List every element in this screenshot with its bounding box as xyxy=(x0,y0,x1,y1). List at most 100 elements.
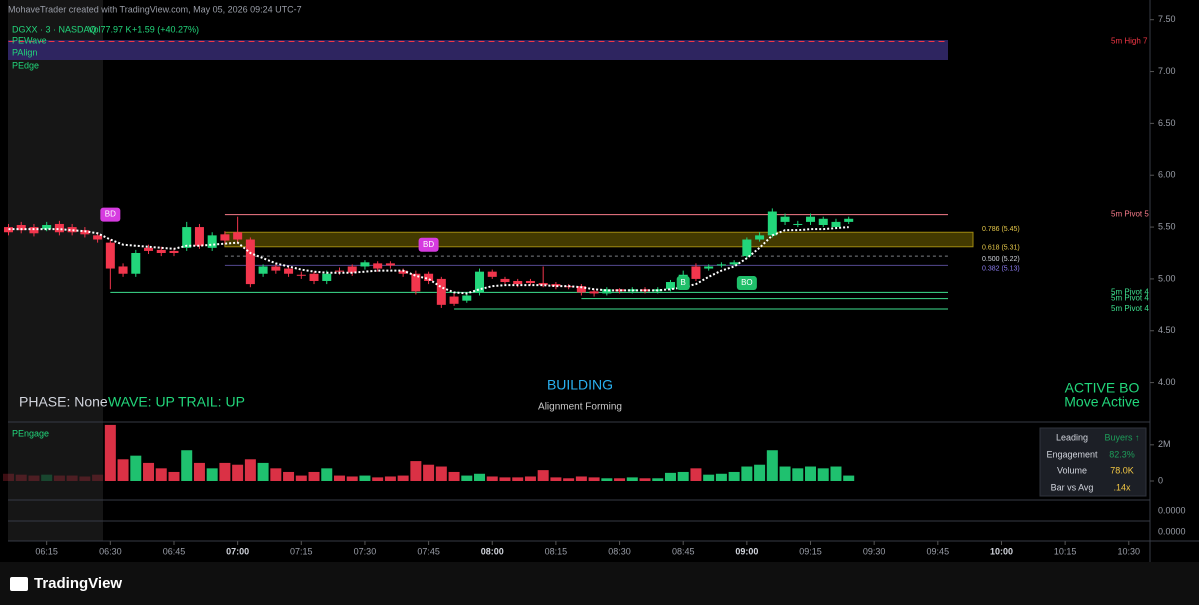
y2-tick-label: 2M xyxy=(1158,439,1171,449)
candle-body xyxy=(296,274,306,276)
volume-bar xyxy=(626,477,638,481)
info-table xyxy=(1039,427,1147,497)
x-tick-label: 06:30 xyxy=(99,546,122,556)
volume-bar xyxy=(130,455,142,481)
wave: WAVE: UP xyxy=(108,394,175,410)
signal-marker xyxy=(736,276,757,291)
volume-bar xyxy=(270,468,282,481)
candle-body xyxy=(755,235,765,240)
volume-bar xyxy=(28,475,40,481)
volume-bar xyxy=(104,424,116,481)
candle-body xyxy=(105,242,115,269)
candle-body xyxy=(398,270,408,274)
volume-bar xyxy=(283,471,295,481)
x-tick-label: 09:30 xyxy=(863,546,886,556)
candle-body xyxy=(169,250,179,253)
candle-body xyxy=(615,289,625,292)
candle-body xyxy=(233,232,243,240)
candle-body xyxy=(551,284,561,287)
candle-body xyxy=(42,224,52,230)
signal-marker xyxy=(676,276,690,291)
volume-bar xyxy=(168,471,180,481)
volume-bar xyxy=(257,462,269,481)
credit: MohaveTrader created with TradingView.co… xyxy=(8,4,302,14)
volume-bar xyxy=(524,476,536,481)
volume-bar xyxy=(2,473,14,481)
state-note: Alignment Forming xyxy=(538,402,622,413)
signal-label: BO xyxy=(741,278,753,287)
volume-bar xyxy=(79,476,91,481)
volume-bar xyxy=(499,477,511,481)
x-tick-label: 10:15 xyxy=(1054,546,1077,556)
y-tick-label: 4.50 xyxy=(1158,325,1176,335)
candle-body xyxy=(487,271,497,277)
x-tick-label: 10:30 xyxy=(1118,546,1141,556)
y-tick-label: 6.50 xyxy=(1158,118,1176,128)
volume-bar xyxy=(537,470,549,481)
level-label: 5m High 7 xyxy=(1111,37,1148,46)
volume-bar xyxy=(703,474,715,481)
candle-body xyxy=(475,271,485,293)
wave-band xyxy=(8,40,948,60)
volume-bar xyxy=(143,462,155,481)
volume-bar xyxy=(754,464,766,481)
signal-label: BD xyxy=(105,210,116,219)
candle-body xyxy=(742,239,752,257)
volume-bar xyxy=(550,477,562,481)
x-tick-label: 08:45 xyxy=(672,546,695,556)
volume-bar xyxy=(652,478,664,481)
volume-bar xyxy=(766,450,778,481)
signal-label: B xyxy=(681,278,686,287)
candle-body xyxy=(194,227,204,246)
candle-body xyxy=(67,227,77,233)
candle-body xyxy=(500,278,510,283)
plot: 4.00 4.50 5.00 5.50 6.00 6.50 7.00 7.50 0 2M 06:15… xyxy=(2,14,1176,556)
pane-value: 0.0000 xyxy=(1158,526,1186,536)
candle-body xyxy=(844,218,854,222)
candle-body xyxy=(258,266,268,274)
candle-body xyxy=(436,278,446,305)
volume-bar xyxy=(486,476,498,481)
trail: TRAIL: UP xyxy=(178,394,245,410)
table-cell: Volume xyxy=(1057,465,1087,475)
volume-bar xyxy=(435,466,447,481)
volume-bar xyxy=(715,473,727,481)
table-cell: Bar vs Avg xyxy=(1051,482,1094,492)
candle-body xyxy=(831,221,841,228)
candle-body xyxy=(729,262,739,265)
level-label: 5m Pivot 4 xyxy=(1111,288,1149,297)
volume-bar xyxy=(333,475,345,481)
candle-body xyxy=(424,273,434,281)
y-tick-label: 5.00 xyxy=(1158,273,1176,283)
volume-bar xyxy=(448,471,460,481)
y2-tick-label: 0 xyxy=(1158,475,1163,485)
volume-bar xyxy=(346,476,358,481)
candle-body xyxy=(716,264,726,266)
volume-bar xyxy=(181,450,193,481)
candle-body xyxy=(284,268,294,274)
x-tick-label: 06:45 xyxy=(163,546,186,556)
candle-body xyxy=(54,223,64,233)
logo: TradingView xyxy=(34,575,122,592)
y-tick-label: 7.00 xyxy=(1158,66,1176,76)
volume-bar xyxy=(512,477,524,481)
candle-body xyxy=(118,266,128,274)
candle-body xyxy=(411,273,421,292)
candle-body xyxy=(182,227,192,248)
volume-bar xyxy=(66,475,78,481)
x-tick-label: 08:30 xyxy=(608,546,631,556)
candle-body xyxy=(806,216,816,222)
volume-bar xyxy=(690,468,702,481)
x-tick-label: 07:15 xyxy=(290,546,313,556)
pane-label: PEWave xyxy=(12,35,47,45)
signal-marker xyxy=(100,207,121,222)
candle-body xyxy=(156,249,166,253)
signal-label: BD xyxy=(423,240,434,249)
x-tick-label: 06:15 xyxy=(35,546,58,556)
volume-bar xyxy=(92,474,104,481)
volume-bar xyxy=(805,466,817,481)
candle-body xyxy=(767,211,777,236)
volume-bar xyxy=(639,478,651,481)
